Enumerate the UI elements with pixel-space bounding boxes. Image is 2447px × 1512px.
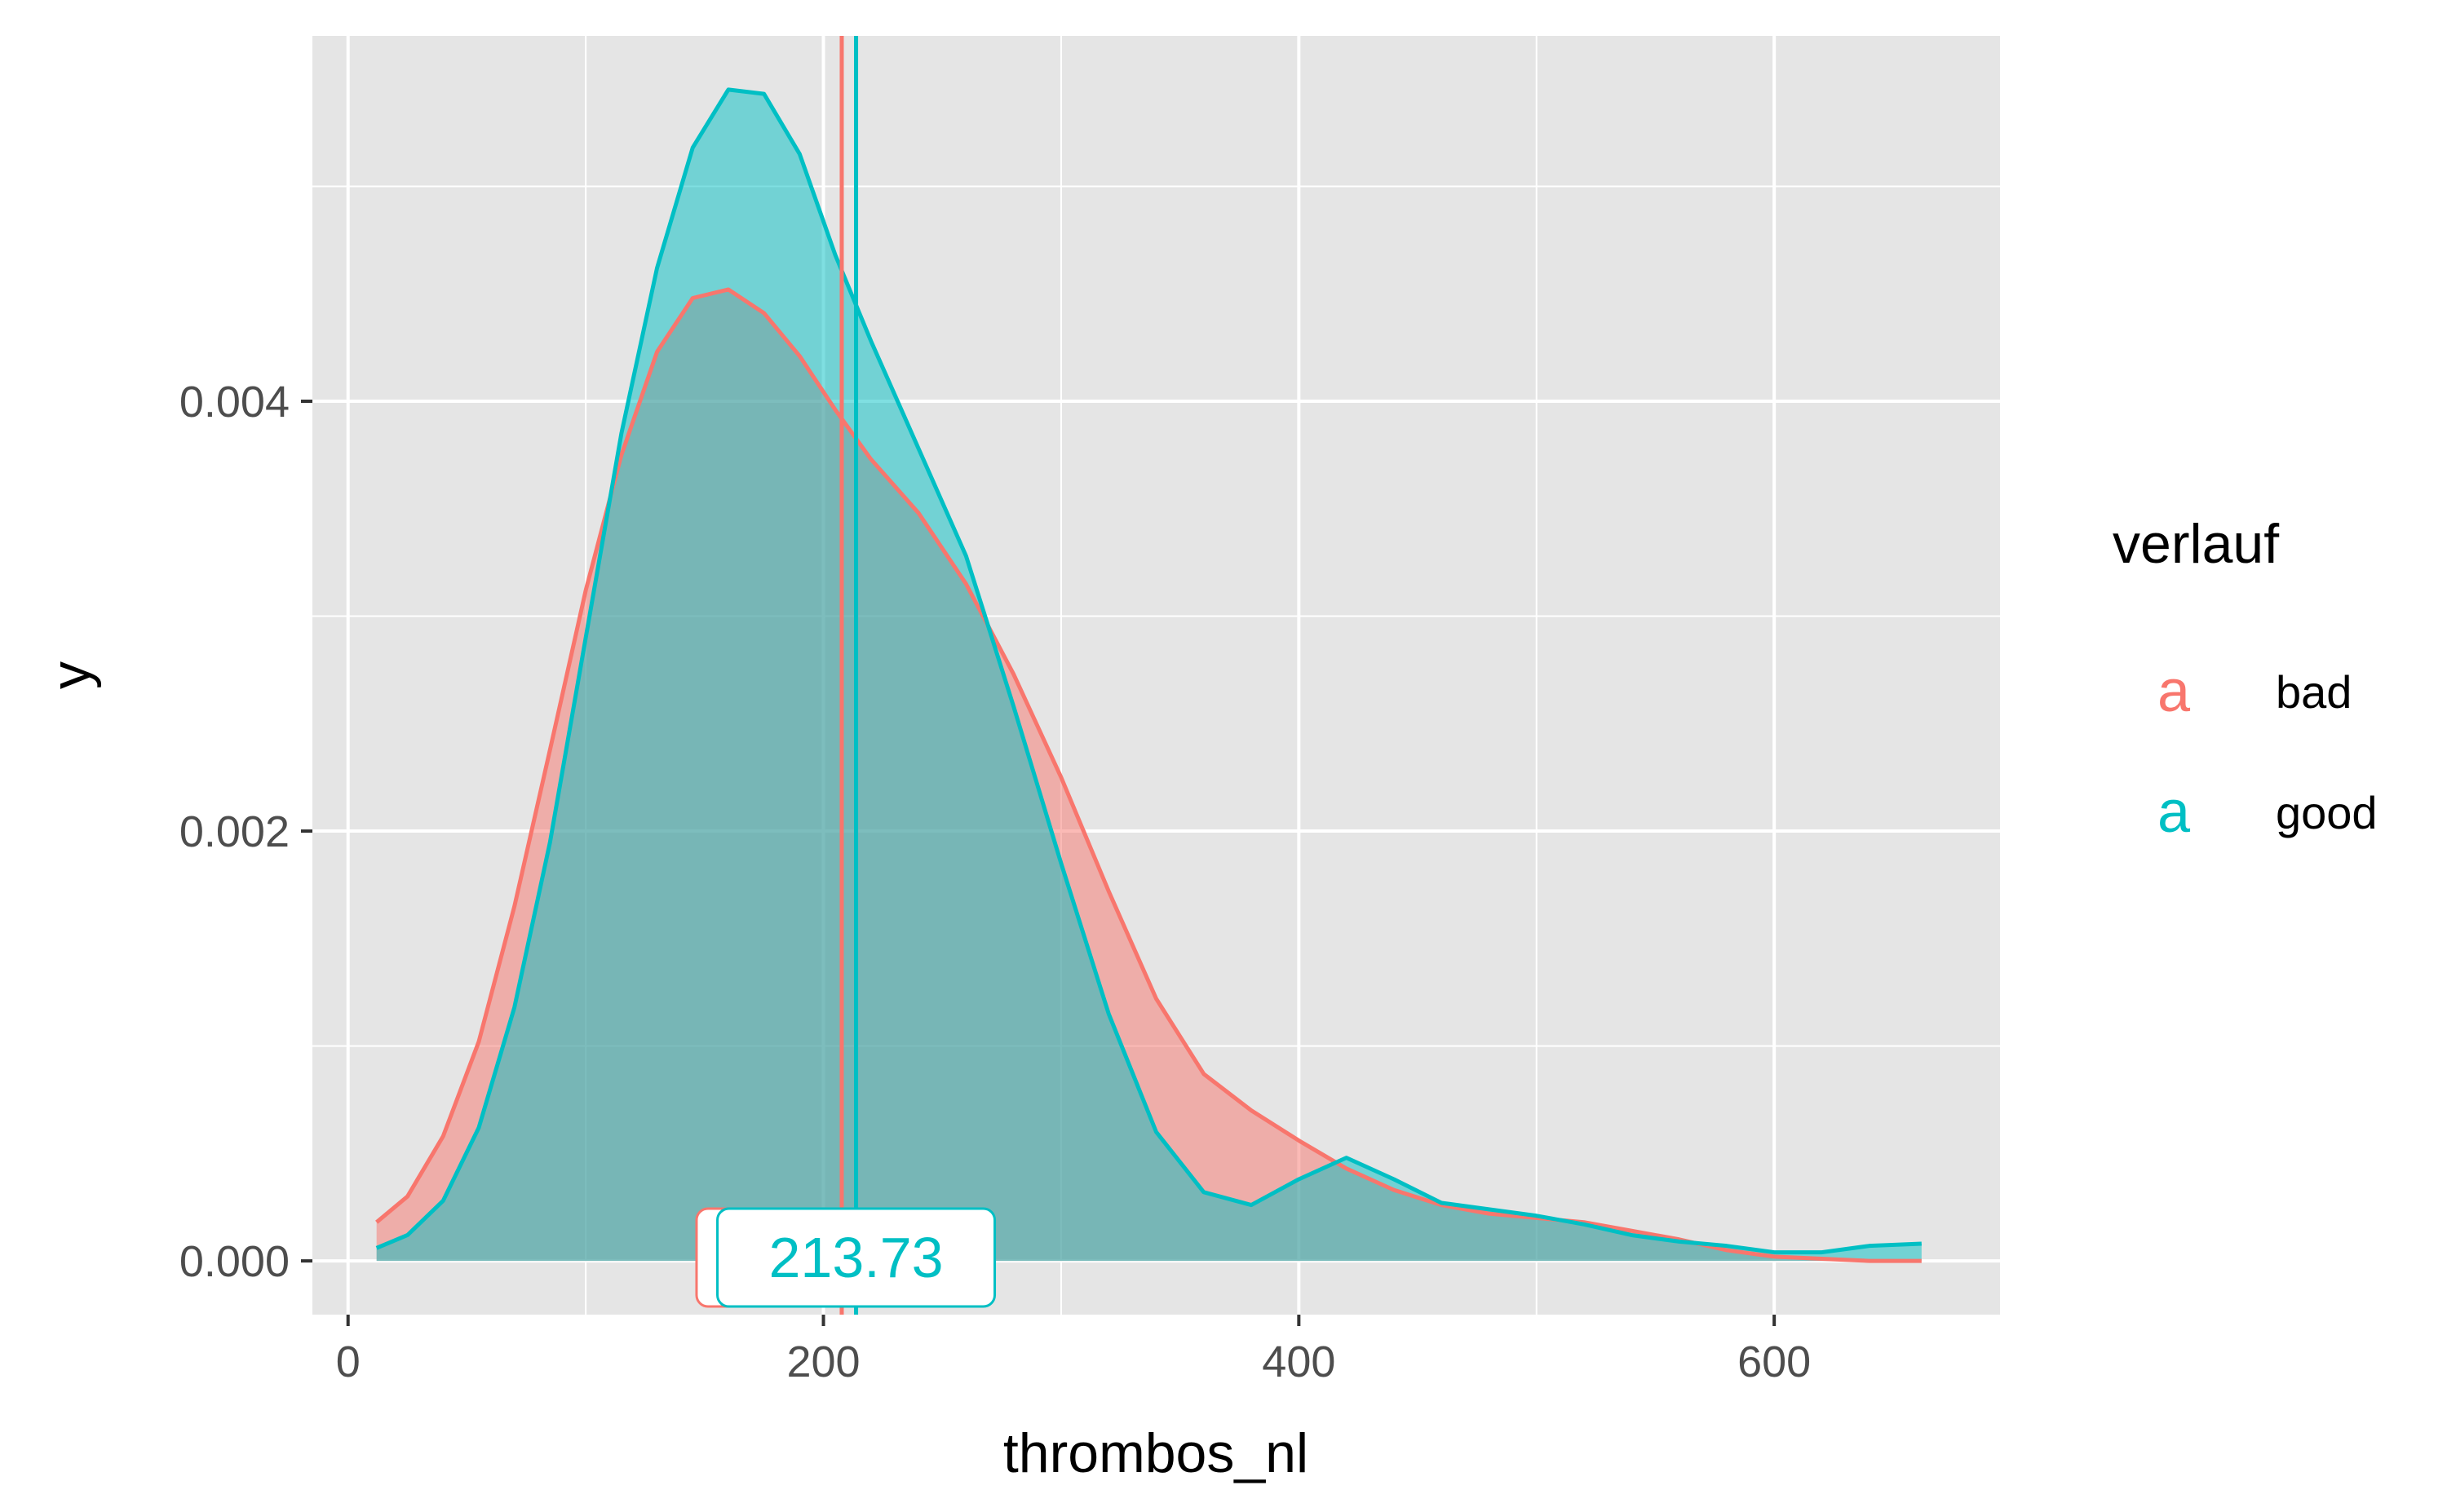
x-tick-label: 0: [336, 1337, 361, 1386]
x-tick-label: 600: [1737, 1337, 1811, 1386]
y-axis-title: y: [40, 661, 102, 689]
density-line-bad: [375, 287, 1922, 1263]
legend-key-bad: a: [2157, 659, 2191, 724]
y-tick-label: 0.002: [179, 807, 290, 856]
x-axis: 0 200 400 600: [336, 1315, 1811, 1386]
mean-label-box-good: [716, 1207, 997, 1308]
legend: verlauf a bad a good: [2113, 513, 2378, 845]
x-tick-label: 400: [1262, 1337, 1335, 1386]
y-tick-label: 0.004: [179, 378, 290, 427]
y-axis: 0.000 0.002 0.004: [179, 378, 312, 1286]
density-line-good: [375, 87, 1922, 1255]
y-tick-label: 0.000: [179, 1237, 290, 1286]
legend-label-good: good: [2276, 787, 2378, 838]
legend-entries: a bad a good: [2157, 659, 2378, 845]
mean-label-good: 213.73: [768, 1226, 943, 1289]
x-tick-label: 200: [786, 1337, 860, 1386]
density-area-good: [376, 89, 1922, 1262]
x-axis-title: thrombos_nl: [1003, 1422, 1308, 1484]
density-lines: [375, 87, 1922, 1263]
legend-title: verlauf: [2113, 513, 2279, 575]
density-areas: [376, 89, 1922, 1262]
legend-label-bad: bad: [2276, 666, 2352, 718]
mean-lines: [839, 36, 859, 1315]
legend-key-good: a: [2157, 780, 2191, 845]
mean-labels: 213.73: [695, 1207, 997, 1308]
